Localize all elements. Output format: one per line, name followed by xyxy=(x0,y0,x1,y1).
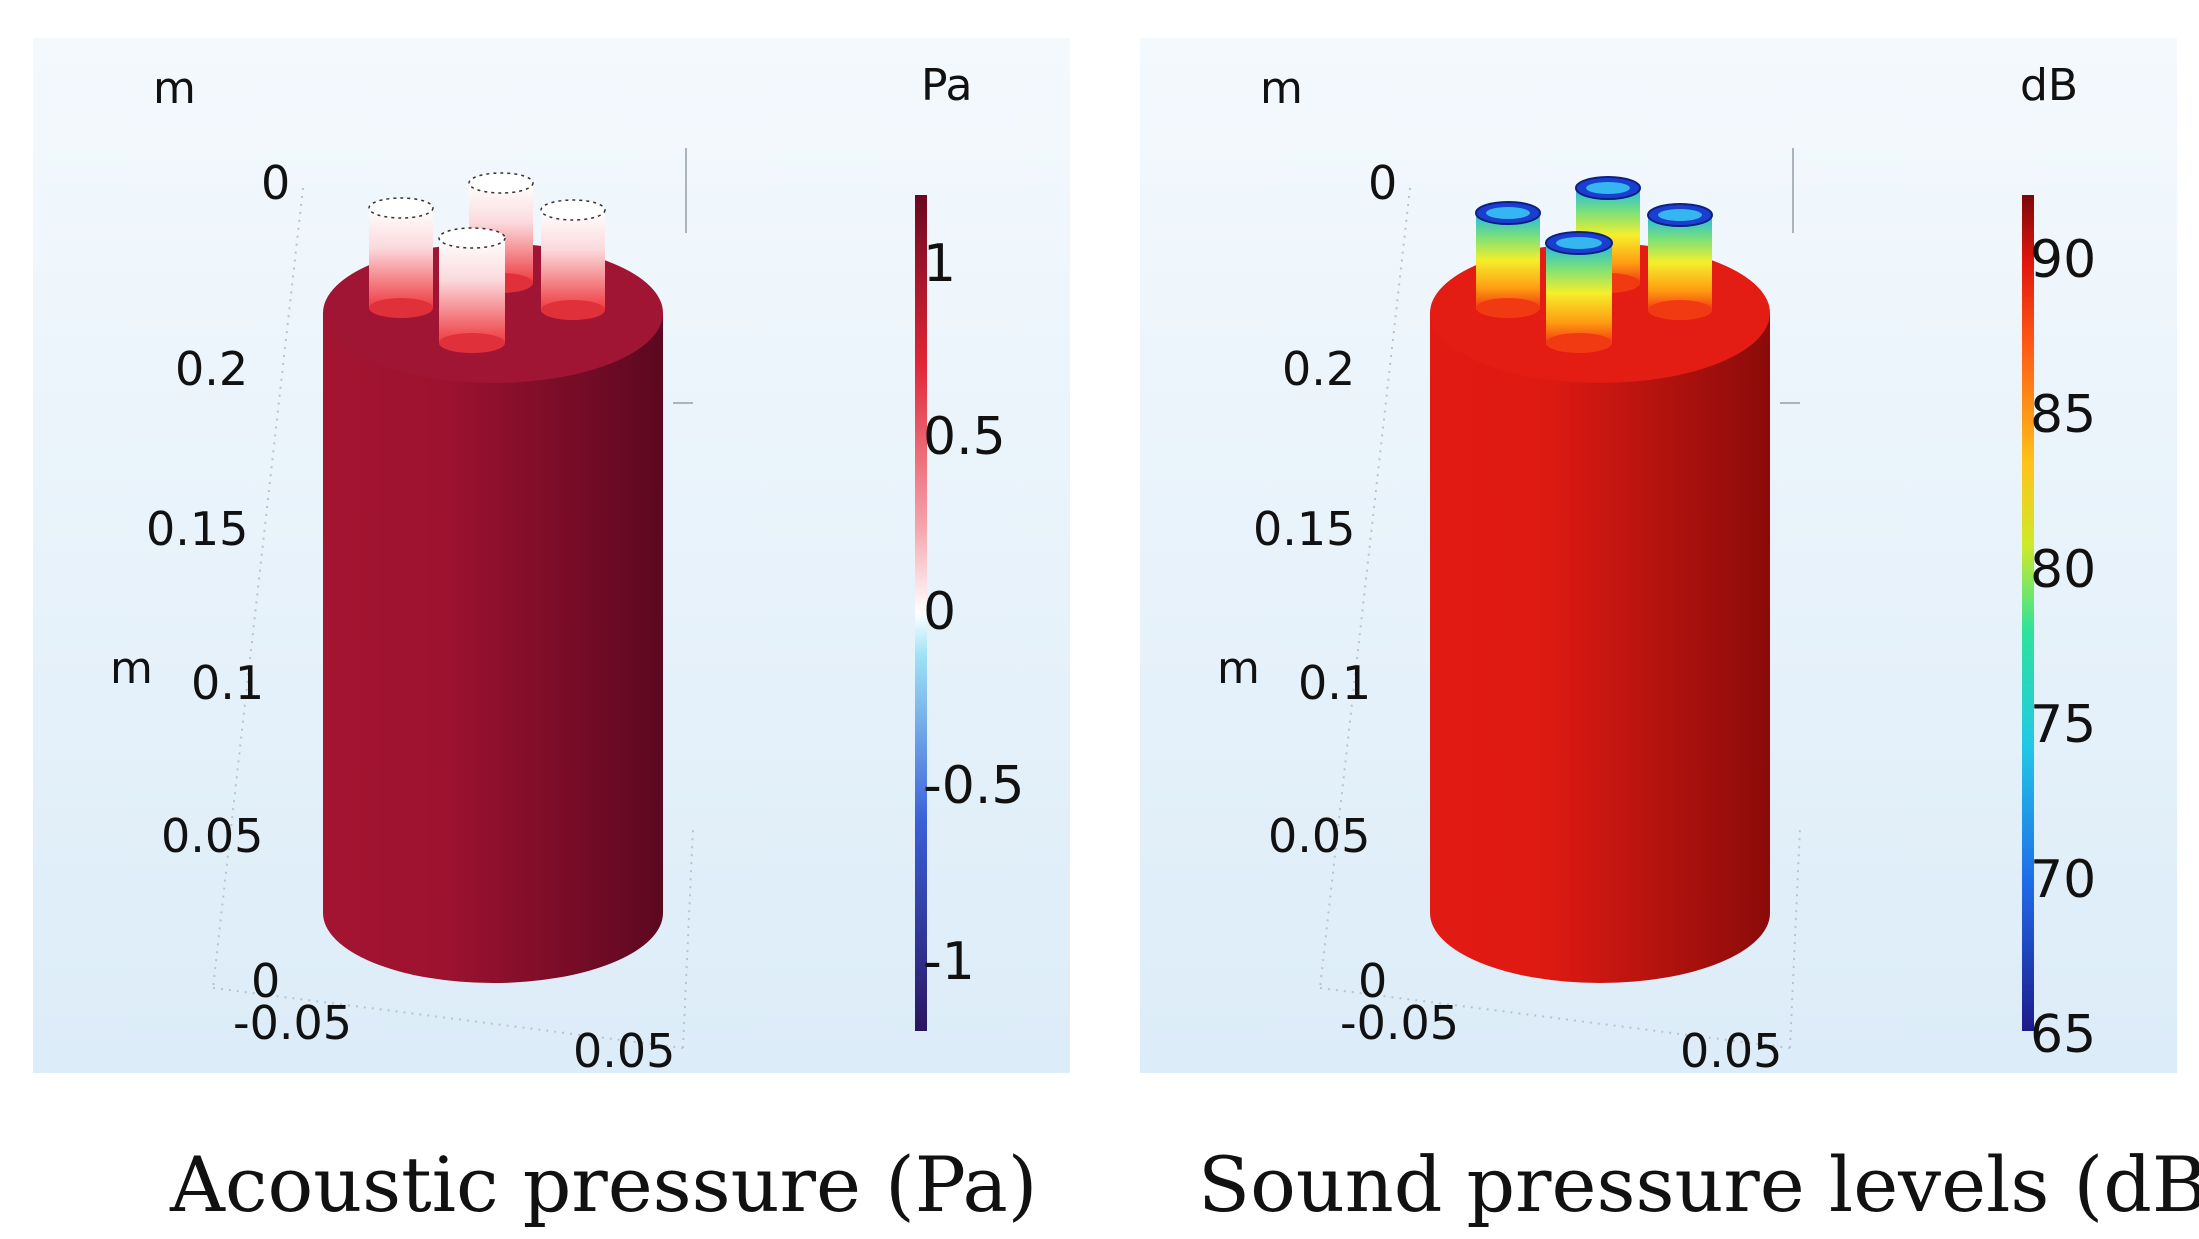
z-tick: 0.1 xyxy=(191,656,265,710)
colorbar xyxy=(915,195,927,1031)
axis-unit-side: m xyxy=(110,643,153,694)
tube-front xyxy=(438,227,506,353)
colorbar-unit: Pa xyxy=(921,60,973,111)
z-tick: 0.1 xyxy=(1298,656,1372,710)
sound-pressure-level-plot xyxy=(1140,38,2177,1073)
colorbar xyxy=(2022,195,2034,1031)
left-caption: Acoustic pressure (Pa) xyxy=(170,1140,1038,1229)
axis-tick-marks xyxy=(673,148,693,404)
colorbar-unit: dB xyxy=(2020,60,2079,111)
z-tick: 0.05 xyxy=(161,809,264,863)
z-tick: 0.2 xyxy=(1282,342,1356,396)
acoustic-pressure-plot xyxy=(33,38,1070,1073)
colorbar-tick: 75 xyxy=(2030,695,2097,755)
axis-unit-side: m xyxy=(1217,643,1260,694)
colorbar-tick: -0.5 xyxy=(923,756,1025,816)
z-tick: 0.15 xyxy=(1253,502,1356,556)
x-tick: -0.05 xyxy=(233,996,353,1050)
tube-back-right xyxy=(1647,203,1713,320)
colorbar-tick: 85 xyxy=(2030,385,2097,445)
colorbar-tick: 70 xyxy=(2030,850,2097,910)
z-tick: 0 xyxy=(1368,156,1398,210)
cylinder-body xyxy=(323,243,663,983)
x-tick: 0.05 xyxy=(1680,1024,1783,1078)
colorbar-tick: 65 xyxy=(2030,1005,2097,1065)
inlet-tubes xyxy=(368,172,606,353)
colorbar-tick: -1 xyxy=(923,932,975,992)
z-tick: 0 xyxy=(1358,954,1388,1008)
colorbar-tick: 1 xyxy=(923,234,957,294)
colorbar-tick: 80 xyxy=(2030,540,2097,600)
x-tick: -0.05 xyxy=(1340,996,1460,1050)
cylinder-body xyxy=(1430,243,1770,983)
axis-unit-top: m xyxy=(1260,63,1303,114)
colorbar-tick: 0 xyxy=(923,582,957,642)
z-tick: 0.2 xyxy=(175,342,249,396)
inlet-tubes xyxy=(1475,176,1713,353)
right-caption: Sound pressure levels (dB) xyxy=(1198,1140,2199,1229)
acoustic-pressure-panel: m Pa m 0 0.2 0.15 0.1 0.05 0 -0.05 0.05 … xyxy=(33,38,1070,1078)
z-tick: 0 xyxy=(251,954,281,1008)
sound-pressure-level-panel: m dB m 0 0.2 0.15 0.1 0.05 0 -0.05 0.05 … xyxy=(1140,38,2177,1078)
axis-tick-marks xyxy=(1780,148,1800,404)
z-tick: 0.05 xyxy=(1268,809,1371,863)
axis-unit-top: m xyxy=(153,63,196,114)
x-tick: 0.05 xyxy=(573,1024,676,1078)
tube-back-left xyxy=(368,197,434,318)
z-tick: 0.15 xyxy=(146,502,249,556)
z-tick: 0 xyxy=(261,156,291,210)
tube-back-right xyxy=(540,199,606,320)
colorbar-tick: 90 xyxy=(2030,230,2097,290)
tube-front xyxy=(1545,231,1613,353)
colorbar-tick: 0.5 xyxy=(923,407,1006,467)
tube-back-left xyxy=(1475,201,1541,318)
